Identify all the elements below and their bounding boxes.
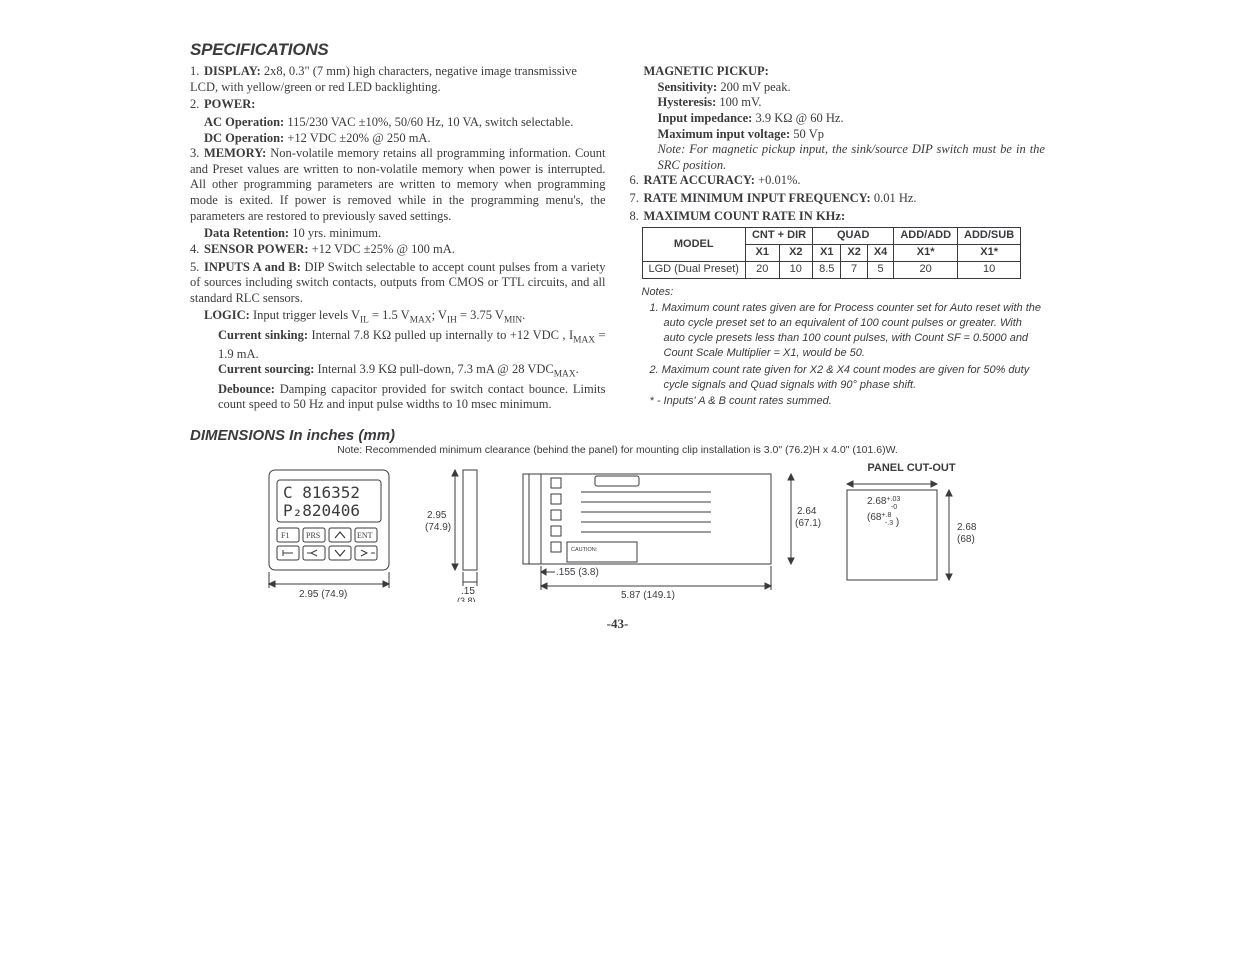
svg-text:P₂820406: P₂820406 (283, 501, 360, 520)
item-number: 2. (190, 97, 204, 113)
left-column: 1.DISPLAY: 2x8, 0.3" (7 mm) high charact… (190, 64, 606, 413)
item-number: 5. (190, 260, 204, 276)
note-1: 1. Maximum count rates given are for Pro… (642, 301, 1046, 360)
svg-text:C 816352: C 816352 (283, 483, 360, 502)
right-column: MAGNETIC PICKUP: Sensitivity: 200 mV pea… (630, 64, 1046, 413)
svg-text:5.87 (149.1): 5.87 (149.1) (621, 590, 675, 601)
side-view-svg: CAUTION: .155 (3.8) 5.87 (149.1) 2.64 (511, 462, 821, 602)
specifications-heading: SPECIFICATIONS (190, 40, 1045, 60)
ac-text: 115/230 VAC ±10%, 50/60 Hz, 10 VA, switc… (284, 115, 573, 129)
retention-text: 10 yrs. minimum. (289, 226, 381, 240)
mag-label: MAGNETIC PICKUP: (644, 64, 769, 78)
ac-label: AC Operation: (204, 115, 284, 129)
front-width-dim: 2.95 (74.9) (299, 589, 347, 600)
panel-cutout-heading: PANEL CUT-OUT (837, 462, 987, 474)
item-number: 4. (190, 242, 204, 258)
svg-text:.155 (3.8): .155 (3.8) (556, 567, 599, 578)
retention-label: Data Retention: (204, 226, 289, 240)
panel-cutout-block: PANEL CUT-OUT 2.68+.03 -0 (68+.8 -.3 ) 2… (837, 462, 987, 595)
svg-text:F1: F1 (281, 531, 289, 540)
front-view-svg: C 816352 P₂820406 F1 PRS ENT (249, 462, 409, 602)
svg-text:2.68+.03 -0: 2.68+.03 -0 (867, 496, 900, 511)
debounce-label: Debounce: (218, 382, 275, 396)
svg-text:2.64: 2.64 (797, 506, 817, 517)
svg-text:(68+.8 -.3 ): (68+.8 -.3 ) (867, 512, 899, 528)
dc-text: +12 VDC ±20% @ 250 mA. (284, 131, 430, 145)
svg-text:CAUTION:: CAUTION: (571, 547, 598, 553)
item-number: 3. (190, 146, 204, 162)
dimensions-heading: DIMENSIONS In inches (mm) (190, 427, 1045, 444)
panel-cutout-svg: 2.68+.03 -0 (68+.8 -.3 ) 2.68 (68) (837, 480, 987, 590)
logic-label: LOGIC: (204, 308, 250, 322)
source-label: Current sourcing: (218, 362, 314, 376)
svg-text:ENT: ENT (357, 531, 373, 540)
svg-text:(3.8): (3.8) (457, 596, 476, 602)
page-number: -43- (190, 616, 1045, 632)
table-row: LGD (Dual Preset) 20 10 8.5 7 5 20 10 (642, 261, 1021, 278)
svg-text:PRS: PRS (306, 531, 320, 540)
sensor-label: SENSOR POWER: (204, 242, 309, 256)
note-2: 2. Maximum count rate given for X2 & X4 … (642, 363, 1046, 393)
svg-text:2.95: 2.95 (427, 510, 447, 521)
depth-view-svg: 2.95 (74.9) .15 (3.8) (425, 462, 495, 602)
memory-label: MEMORY: (204, 146, 266, 160)
svg-text:(67.1): (67.1) (795, 518, 821, 529)
svg-text:(68): (68) (957, 534, 975, 545)
count-rate-table: MODEL CNT + DIR QUAD ADD/ADD ADD/SUB X1 … (642, 227, 1022, 278)
svg-text:(74.9): (74.9) (425, 522, 451, 533)
dc-label: DC Operation: (204, 131, 284, 145)
svg-text:2.68: 2.68 (957, 522, 977, 533)
sink-label: Current sinking: (218, 328, 308, 342)
note-star: * - Inputs' A & B count rates summed. (642, 394, 1046, 409)
notes-heading: Notes: (642, 285, 1046, 300)
dimensions-figure: C 816352 P₂820406 F1 PRS ENT (190, 462, 1045, 602)
th-model: MODEL (642, 228, 745, 262)
power-label: POWER: (204, 97, 255, 111)
item-number: 1. (190, 64, 204, 80)
mag-note: Note: For magnetic pickup input, the sin… (658, 142, 1046, 172)
table-notes: Notes: 1. Maximum count rates given are … (630, 285, 1046, 410)
inputs-label: INPUTS A and B: (204, 260, 301, 274)
display-label: DISPLAY: (204, 64, 261, 78)
sensor-text: +12 VDC ±25% @ 100 mA. (309, 242, 455, 256)
dimensions-note: Note: Recommended minimum clearance (beh… (190, 444, 1045, 456)
